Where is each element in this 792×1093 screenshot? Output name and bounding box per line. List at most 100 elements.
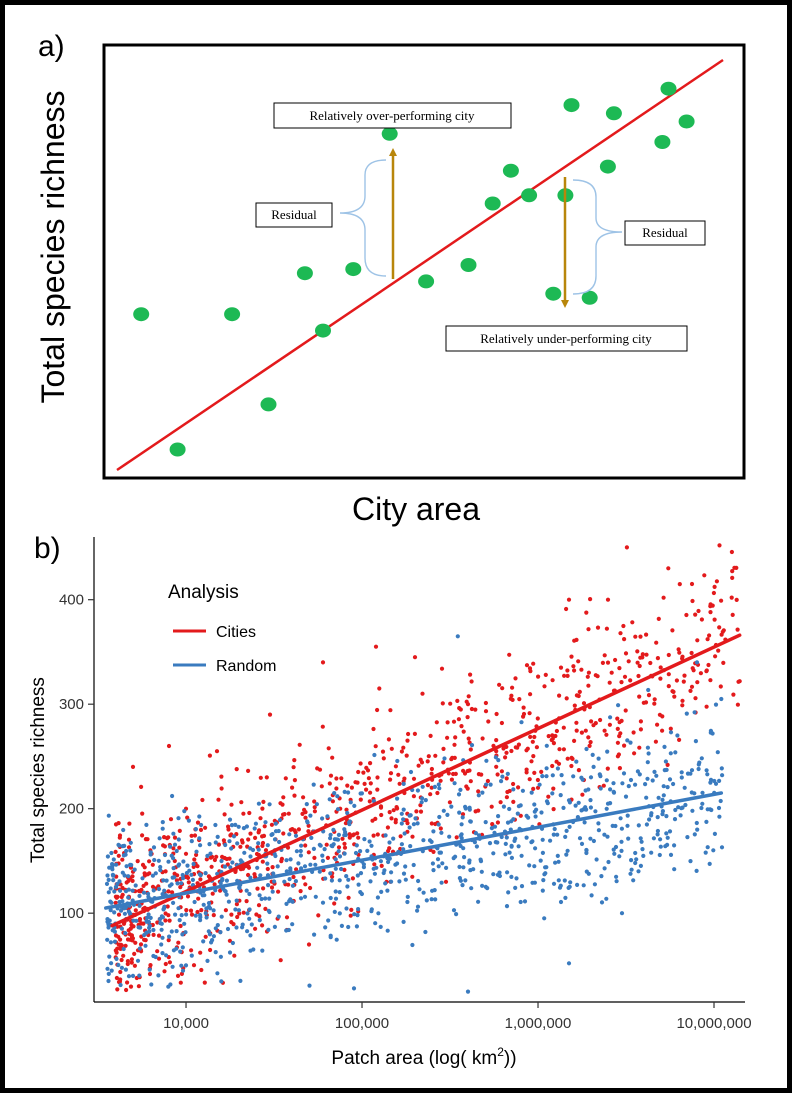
point-random	[678, 813, 683, 818]
point-random	[382, 868, 387, 873]
point-cities	[256, 903, 262, 908]
point-cities	[279, 856, 284, 862]
point-random	[644, 822, 650, 827]
point-cities	[348, 913, 353, 918]
point-random	[224, 878, 229, 883]
point-random	[386, 859, 391, 865]
point-cities	[729, 549, 735, 555]
point-random	[408, 769, 414, 775]
point-random	[559, 773, 564, 778]
point-random	[185, 863, 190, 868]
point-cities	[387, 846, 392, 851]
point-random	[518, 899, 523, 905]
point-cities	[371, 833, 376, 838]
point-random	[318, 843, 323, 848]
point-cities	[234, 767, 239, 772]
point-random	[589, 893, 594, 898]
point-cities	[387, 810, 392, 815]
point-random	[654, 773, 659, 778]
point-random	[302, 894, 308, 899]
point-cities	[375, 787, 380, 792]
point-random	[374, 865, 379, 870]
point-random	[240, 922, 245, 927]
point-random	[151, 888, 156, 893]
point-cities	[130, 938, 135, 943]
point-random	[272, 924, 277, 930]
point-cities	[125, 980, 130, 985]
point-random	[712, 831, 718, 837]
point-random	[516, 844, 521, 849]
point-random	[705, 772, 710, 777]
point-cities	[583, 728, 588, 733]
point-cities	[557, 693, 562, 698]
point-cities	[466, 694, 471, 699]
panel-a-point-15	[563, 98, 580, 113]
point-cities	[118, 969, 123, 975]
point-random	[293, 879, 298, 884]
point-cities	[721, 660, 726, 666]
point-random	[272, 879, 277, 884]
point-cities	[294, 867, 299, 872]
point-cities	[476, 789, 481, 794]
point-random	[636, 823, 641, 828]
point-cities	[565, 756, 570, 761]
point-random	[582, 820, 587, 825]
point-random	[515, 811, 520, 816]
point-random	[287, 832, 292, 837]
point-random	[591, 838, 597, 844]
point-cities	[572, 738, 577, 744]
point-random	[173, 912, 178, 917]
point-random	[179, 913, 184, 918]
point-cities	[385, 825, 390, 830]
point-random	[182, 809, 187, 814]
point-cities	[246, 837, 251, 842]
point-random	[159, 927, 164, 932]
point-random	[454, 912, 459, 917]
point-cities	[290, 785, 295, 790]
point-cities	[410, 874, 415, 879]
point-random	[539, 810, 544, 815]
point-cities	[346, 895, 351, 900]
point-random	[553, 860, 558, 865]
point-cities	[595, 674, 600, 679]
point-random	[230, 940, 235, 946]
point-random	[192, 899, 197, 905]
point-random	[158, 868, 163, 873]
point-random	[256, 847, 261, 852]
point-random	[621, 771, 627, 776]
point-cities	[420, 691, 425, 696]
point-cities	[412, 655, 418, 660]
point-cities	[524, 748, 529, 753]
point-random	[333, 889, 338, 894]
point-random	[235, 841, 240, 846]
point-random	[227, 950, 233, 955]
point-cities	[119, 957, 124, 963]
residual-right-label: Residual	[642, 225, 688, 240]
point-cities	[257, 914, 262, 919]
point-cities	[330, 799, 335, 804]
point-random	[497, 870, 502, 875]
point-random	[107, 865, 112, 870]
point-cities	[469, 679, 474, 684]
point-random	[151, 953, 156, 959]
point-cities	[366, 776, 371, 781]
point-cities	[396, 772, 401, 777]
panel-a-point-5	[315, 323, 331, 338]
point-cities	[394, 805, 399, 810]
point-random	[649, 811, 654, 816]
point-cities	[361, 770, 366, 775]
point-random	[444, 865, 449, 871]
point-random	[467, 858, 472, 863]
point-cities	[253, 835, 258, 841]
point-random	[550, 773, 555, 778]
point-random	[493, 755, 498, 760]
point-cities	[203, 934, 208, 939]
point-cities	[630, 620, 635, 625]
point-cities	[640, 655, 645, 660]
point-cities	[367, 799, 372, 804]
point-random	[309, 835, 314, 841]
point-random	[507, 806, 512, 812]
point-cities	[428, 733, 433, 739]
point-cities	[531, 661, 536, 666]
point-random	[151, 845, 157, 850]
